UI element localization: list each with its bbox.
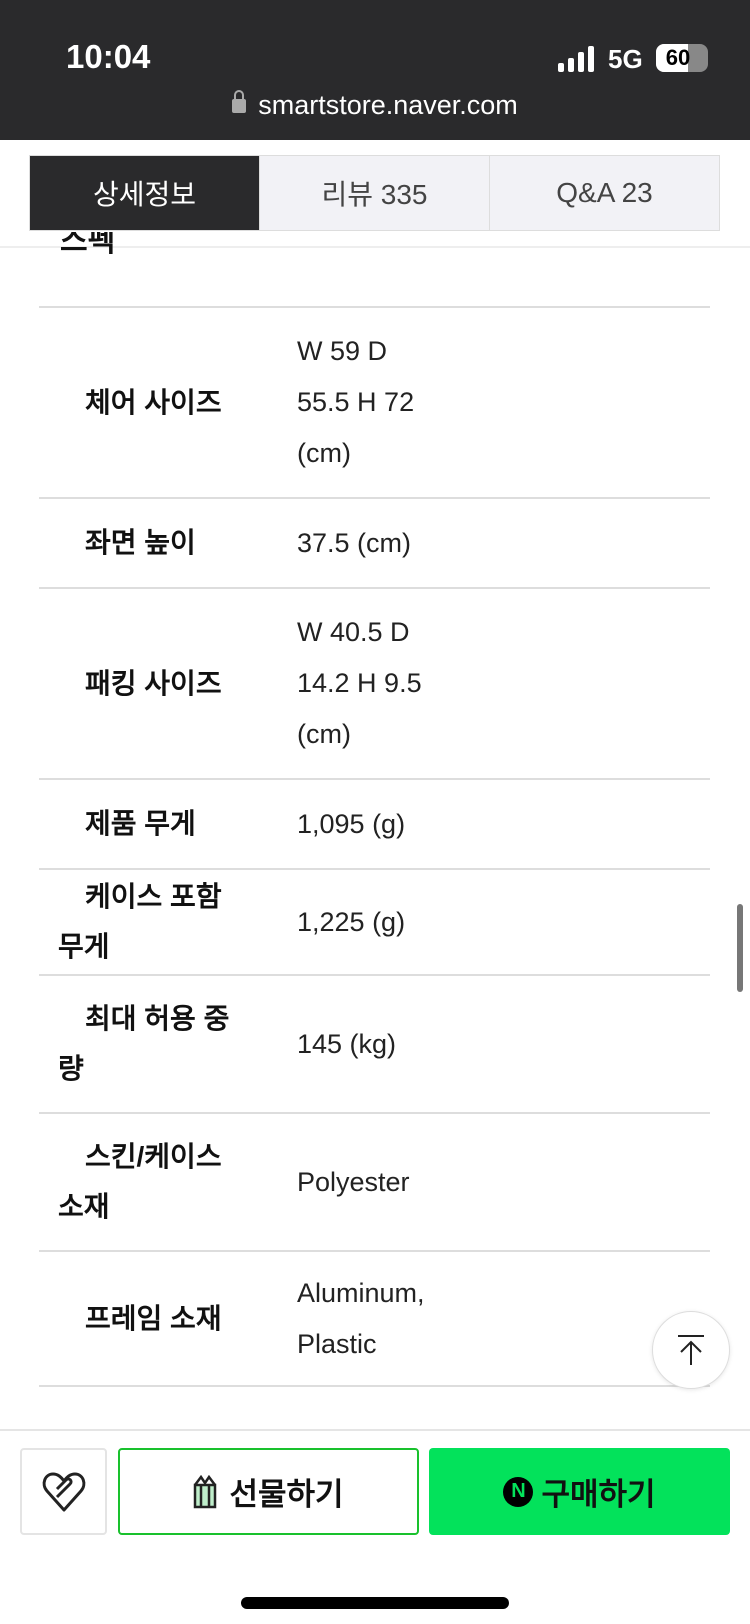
spec-label: 스킨/케이스 소재 — [58, 1141, 222, 1222]
spec-row: 제품 무게 1,095 (g) — [39, 780, 710, 870]
spec-row: 좌면 높이 37.5 (cm) — [39, 499, 710, 589]
tab-qna[interactable]: Q&A 23 — [489, 156, 719, 230]
gift-label: 선물하기 — [229, 1477, 344, 1512]
spec-value-line: 1,225 (g) — [297, 906, 406, 937]
spec-value-line: Polyester — [297, 1166, 410, 1197]
scrollbar[interactable] — [737, 904, 743, 992]
spec-value: 145 (kg) — [297, 1019, 396, 1070]
spec-label: 좌면 높이 — [85, 527, 196, 558]
spec-value-line: W 59 D — [297, 336, 388, 366]
spec-value-line: 37.5 (cm) — [297, 527, 412, 558]
clock: 10:04 — [66, 38, 151, 75]
spec-row: 최대 허용 중량 145 (kg) — [39, 976, 710, 1114]
scroll-to-top-button[interactable] — [652, 1311, 730, 1389]
spec-table: 체어 사이즈 W 59 D 55.5 H 72 (cm) 좌면 높이 37.5 (cm) 패… — [39, 306, 710, 1387]
buy-label: 구매하기 — [541, 1477, 656, 1512]
tab-details[interactable]: 상세정보 — [30, 156, 259, 230]
battery-icon: 60 — [656, 44, 708, 72]
spec-label: 최대 허용 중량 — [58, 1003, 230, 1084]
spec-row: 스킨/케이스 소재 Polyester — [39, 1114, 710, 1252]
spec-value-line: 14.2 H 9.5 — [297, 668, 422, 698]
spec-row: 프레임 소재 Aluminum, Plastic — [39, 1252, 710, 1387]
network-type: 5G — [608, 44, 643, 74]
battery-level: 60 — [665, 45, 691, 70]
browser-status-bar: 10:04 5G 60 smartstore.naver.com — [0, 0, 750, 140]
spec-value-line: 145 (kg) — [297, 1028, 397, 1059]
spec-label: 프레임 소재 — [85, 1302, 222, 1334]
gift-icon — [194, 1474, 217, 1508]
url-text: smartstore.naver.com — [258, 90, 518, 120]
spec-value: 1,225 (g) — [297, 897, 405, 948]
gift-button[interactable]: 선물하기 — [118, 1448, 419, 1535]
tabs-divider — [0, 246, 750, 248]
spec-value: W 40.5 D 14.2 H 9.5 (cm) — [297, 607, 422, 760]
spec-value: Polyester — [297, 1157, 410, 1208]
spec-value-line: (cm) — [297, 719, 351, 749]
section-title-partial: 스펙 — [60, 232, 115, 264]
spec-label: 체어 사이즈 — [85, 386, 222, 418]
spec-row: 케이스 포함 무게 1,225 (g) — [39, 870, 710, 976]
tab-reviews[interactable]: 리뷰 335 — [259, 156, 489, 230]
spec-value: 37.5 (cm) — [297, 518, 411, 569]
product-tabs: 상세정보 리뷰 335 Q&A 23 — [29, 155, 720, 231]
arrow-up-icon — [678, 1335, 704, 1365]
address-bar[interactable]: smartstore.naver.com — [0, 90, 750, 121]
spec-value: 1,095 (g) — [297, 799, 405, 850]
heart-icon — [42, 1472, 85, 1511]
spec-value: W 59 D 55.5 H 72 (cm) — [297, 326, 414, 479]
naver-pay-icon: N — [503, 1476, 534, 1507]
spec-value-line: 55.5 H 72 — [297, 387, 415, 417]
spec-value-line: (cm) — [297, 438, 351, 468]
section-title-text: 스펙 — [60, 232, 116, 258]
wishlist-button[interactable] — [20, 1448, 107, 1535]
spec-value-line: W 40.5 D — [297, 617, 410, 647]
spec-value: Aluminum, Plastic — [297, 1268, 425, 1370]
lock-icon — [232, 90, 247, 113]
home-indicator — [241, 1597, 509, 1609]
buy-button[interactable]: N 구매하기 — [429, 1448, 730, 1535]
spec-row: 패킹 사이즈 W 40.5 D 14.2 H 9.5 (cm) — [39, 589, 710, 780]
spec-label: 케이스 포함 무게 — [58, 881, 222, 962]
spec-value-line: Aluminum, — [297, 1277, 425, 1308]
spec-label: 패킹 사이즈 — [85, 667, 222, 699]
spec-value-line: 1,095 (g) — [297, 808, 406, 839]
spec-value-line: Plastic — [297, 1328, 377, 1359]
spec-label: 제품 무게 — [85, 808, 196, 839]
signal-icon — [558, 44, 594, 72]
spec-row: 체어 사이즈 W 59 D 55.5 H 72 (cm) — [39, 308, 710, 499]
